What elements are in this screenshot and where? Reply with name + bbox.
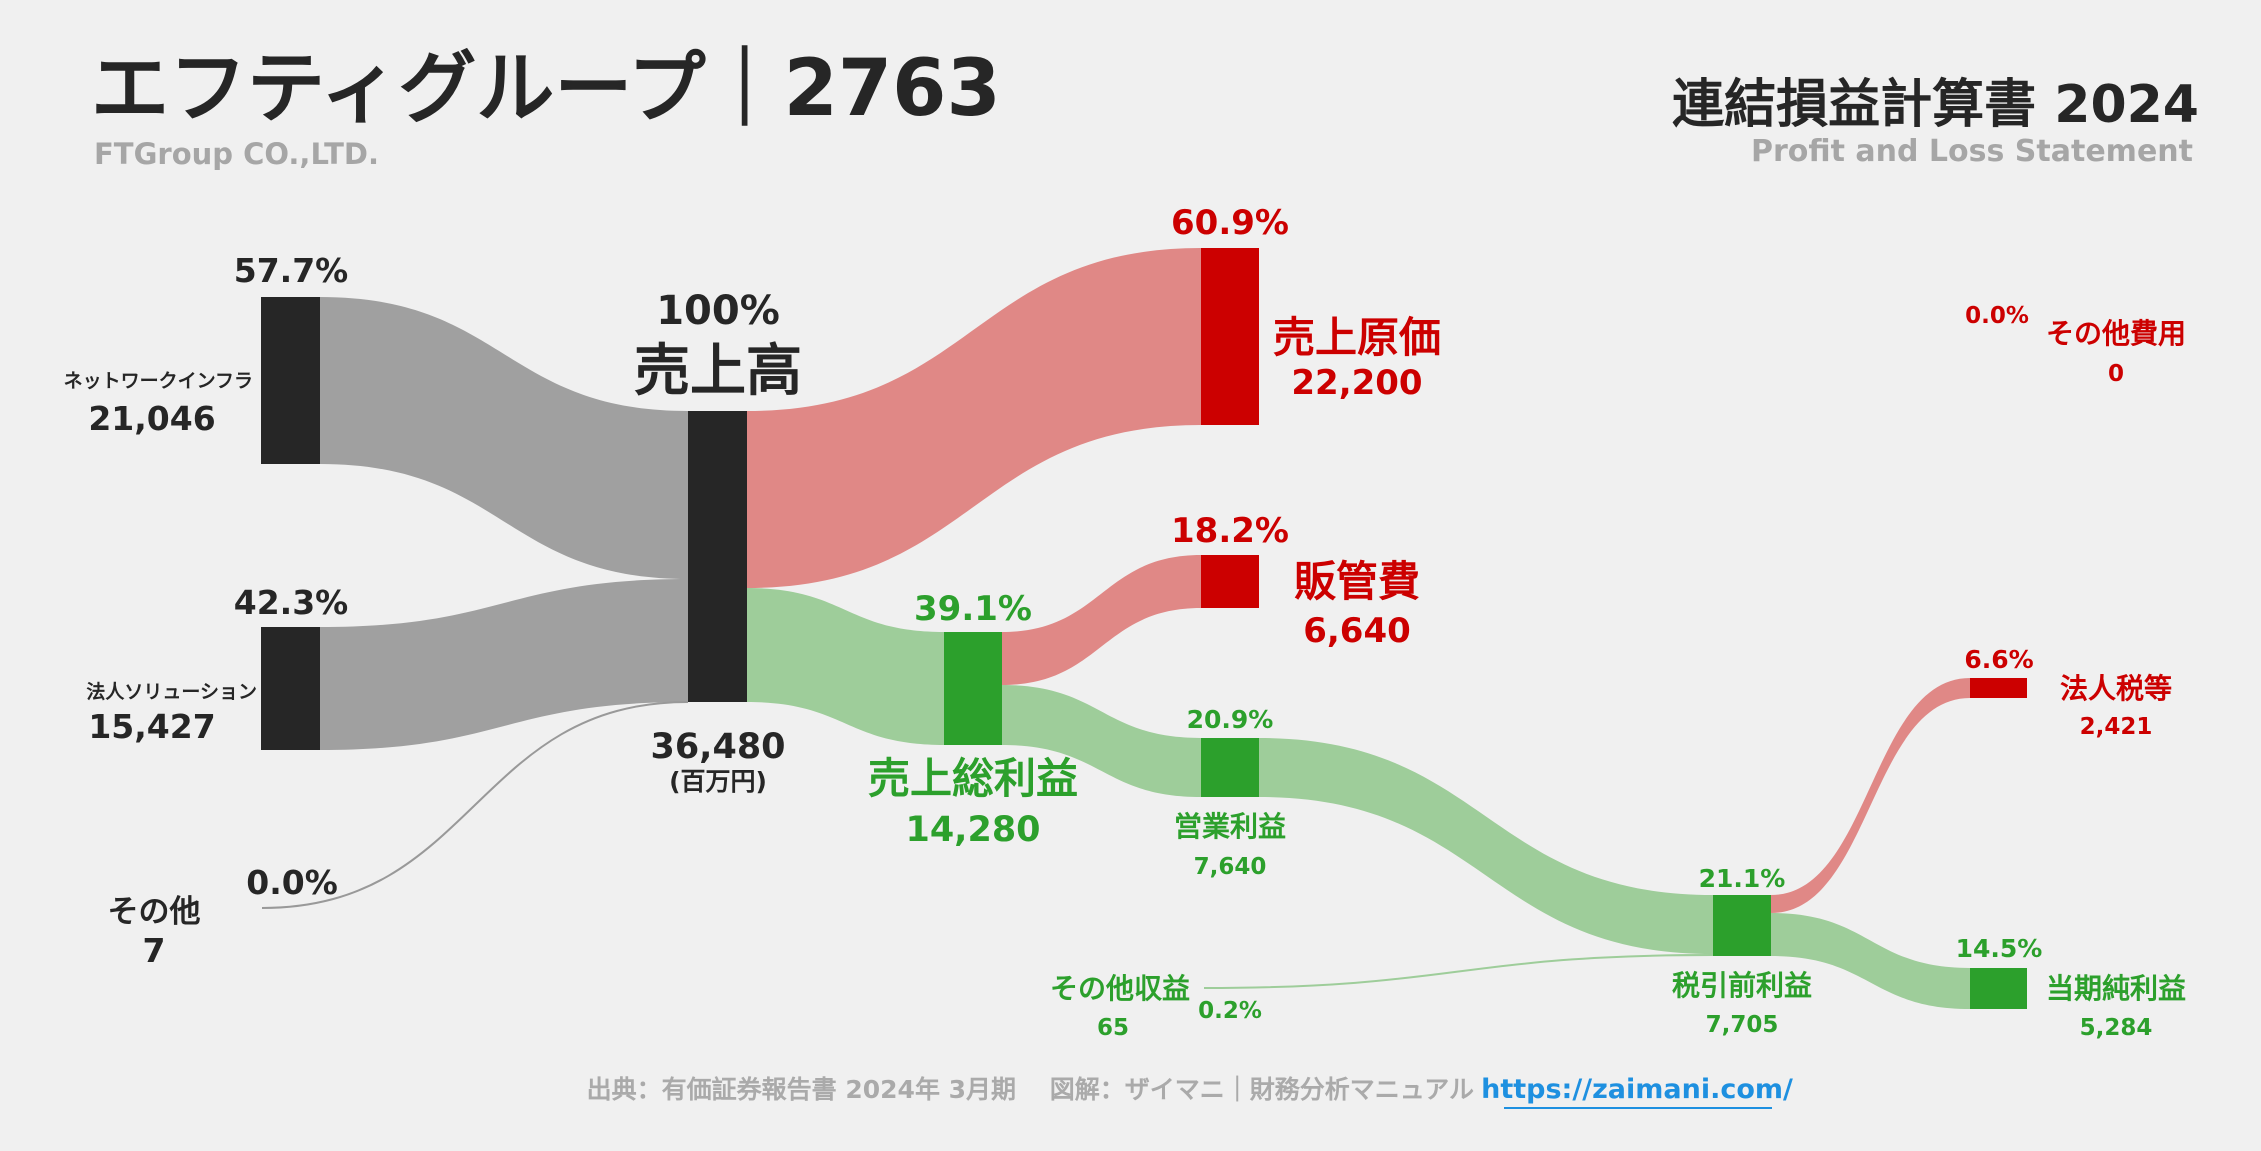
corporate-value: 15,427 <box>88 707 215 746</box>
gross-pct: 39.1% <box>914 589 1032 629</box>
sga-pct: 18.2% <box>1171 511 1289 551</box>
gross-bar <box>944 632 1002 745</box>
other-expense-value: 0 <box>2108 361 2124 387</box>
operating-label: 営業利益 <box>1174 810 1286 843</box>
pretax-label: 税引前利益 <box>1672 969 1812 1002</box>
sga-value: 6,640 <box>1303 611 1411 651</box>
net-label: 当期純利益 <box>2046 972 2186 1005</box>
net-value: 5,284 <box>2080 1015 2153 1041</box>
network-label: ネットワークインフラ <box>64 370 253 392</box>
page-title: エフティグループ｜2763 <box>91 44 1001 134</box>
report-subtitle: Profit and Loss Statement <box>1751 134 2193 169</box>
source-note: 出典：有価証券報告書 2024年 3月期 図解：ザイマニ｜財務分析マニュアル <box>587 1075 1474 1104</box>
site-link[interactable]: https://zaimani.com/ <box>1481 1074 1793 1105</box>
gross-value: 14,280 <box>905 810 1040 850</box>
tax-value: 2,421 <box>2080 714 2153 740</box>
flow-other-revenue <box>261 701 689 909</box>
other-rev-value: 7 <box>143 931 166 970</box>
tax-pct: 6.6% <box>1964 645 2033 674</box>
flow-revenue-cogs <box>747 248 1201 588</box>
company-english-name: FTGroup CO.,LTD. <box>94 137 379 171</box>
unit-label: (百万円) <box>669 767 767 796</box>
corporate-label: 法人ソリューション <box>86 680 257 703</box>
flows <box>261 248 1970 1009</box>
pretax-bar <box>1713 895 1771 956</box>
cogs-pct: 60.9% <box>1171 203 1289 243</box>
pretax-pct: 21.1% <box>1699 864 1786 893</box>
corporate-bar <box>261 627 320 750</box>
network-pct: 57.7% <box>234 251 349 290</box>
revenue-pct: 100% <box>656 288 780 334</box>
corporate-pct: 42.3% <box>234 583 349 622</box>
network-value: 21,046 <box>88 399 215 438</box>
flow-gross-operating <box>1002 685 1201 797</box>
other-income-pct: 0.2% <box>1198 998 1262 1024</box>
flow-pretax-tax <box>1771 678 1970 913</box>
flow-other-income-pretax <box>1203 954 1714 989</box>
revenue-bar <box>688 411 747 702</box>
sga-bar <box>1201 555 1259 608</box>
gross-label: 売上総利益 <box>868 754 1078 803</box>
revenue-label: 売上高 <box>634 339 802 404</box>
report-title: 連結損益計算書 2024 <box>1672 75 2199 135</box>
operating-bar <box>1201 738 1259 797</box>
tax-label: 法人税等 <box>2060 672 2172 705</box>
flow-pretax-net <box>1771 913 1970 1009</box>
revenue-value: 36,480 <box>650 727 785 767</box>
net-pct: 14.5% <box>1956 934 2043 963</box>
other-expense-pct: 0.0% <box>1965 303 2029 329</box>
pretax-value: 7,705 <box>1706 1012 1779 1038</box>
flow-corporate-revenue <box>320 579 688 750</box>
other-expense-label: その他費用 <box>2046 317 2186 350</box>
cogs-bar <box>1201 248 1259 425</box>
flow-operating-pretax <box>1259 738 1713 954</box>
net-bar <box>1970 968 2027 1009</box>
other-rev-pct: 0.0% <box>246 863 338 902</box>
flow-revenue-gross <box>747 588 944 745</box>
cogs-value: 22,200 <box>1291 363 1422 403</box>
bars <box>261 248 2027 1009</box>
network-bar <box>261 297 320 464</box>
sga-label: 販管費 <box>1294 557 1420 606</box>
other-income-value: 65 <box>1097 1015 1129 1041</box>
operating-value: 7,640 <box>1194 854 1267 880</box>
other-income-label: その他収益 <box>1050 972 1190 1005</box>
cogs-label: 売上原価 <box>1273 313 1441 362</box>
other-rev-label: その他 <box>108 894 201 930</box>
flow-gross-sga <box>1002 555 1201 685</box>
operating-pct: 20.9% <box>1187 705 1274 734</box>
tax-bar <box>1970 678 2027 698</box>
flow-network-revenue <box>320 297 688 579</box>
